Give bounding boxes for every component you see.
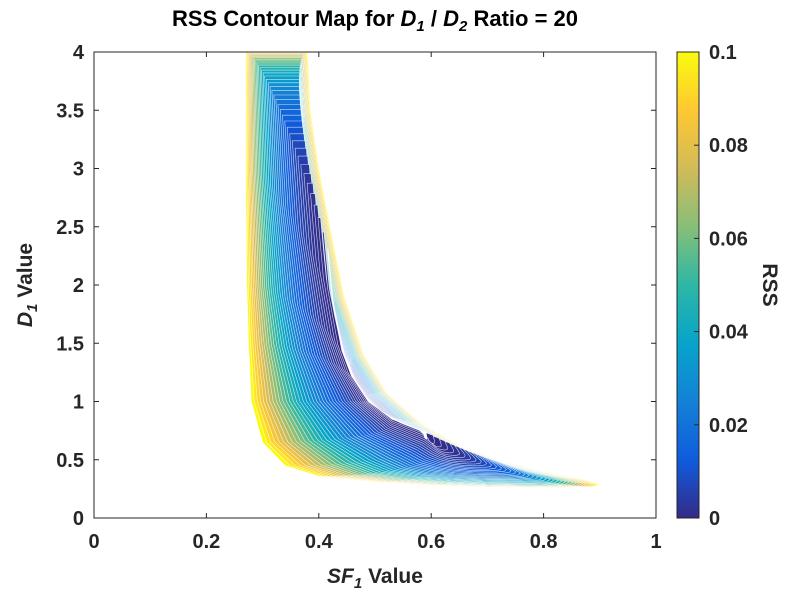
contour-layers bbox=[245, 52, 601, 488]
y-axis-ticks: 0 0.5 1 1.5 2 2.5 3 3.5 4 bbox=[56, 42, 656, 530]
y-tick-label: 1.5 bbox=[56, 333, 84, 355]
colorbar-tick-label: 0.1 bbox=[709, 42, 737, 64]
colorbar bbox=[676, 51, 700, 519]
colorbar-ticks: 0 0.02 0.04 0.06 0.08 0.1 bbox=[694, 42, 749, 530]
colorbar-label: RSS bbox=[758, 263, 781, 306]
colorbar-tick-label: 0.02 bbox=[709, 415, 748, 437]
x-tick-label: 0 bbox=[88, 531, 99, 553]
y-tick-label: 0.5 bbox=[56, 450, 84, 472]
colorbar-tick-label: 0 bbox=[709, 508, 720, 530]
y-tick-label: 2 bbox=[73, 275, 84, 297]
y-tick-label: 3.5 bbox=[56, 100, 84, 122]
x-tick-label: 0.2 bbox=[192, 531, 220, 553]
colorbar-tick-label: 0.06 bbox=[709, 228, 748, 250]
y-tick-label: 2.5 bbox=[56, 217, 84, 239]
chart-title: RSS Contour Map for D1 / D2 Ratio = 20 bbox=[172, 6, 578, 35]
x-tick-label: 0.4 bbox=[305, 531, 334, 553]
y-tick-label: 4 bbox=[73, 42, 85, 64]
y-tick-label: 0 bbox=[73, 508, 84, 530]
x-tick-label: 0.6 bbox=[417, 531, 445, 553]
x-tick-label: 0.8 bbox=[530, 531, 558, 553]
y-tick-label: 1 bbox=[73, 392, 84, 414]
x-axis-label: SF1 Value bbox=[327, 565, 423, 592]
x-axis-ticks: 0 0.2 0.4 0.6 0.8 1 bbox=[88, 52, 662, 553]
y-axis-label: D1 Value bbox=[14, 243, 41, 327]
y-tick-label: 3 bbox=[73, 159, 84, 181]
contour-level bbox=[327, 249, 428, 440]
colorbar-tick-label: 0.04 bbox=[709, 322, 749, 344]
colorbar-tick-label: 0.08 bbox=[709, 135, 748, 157]
x-tick-label: 1 bbox=[650, 531, 661, 553]
